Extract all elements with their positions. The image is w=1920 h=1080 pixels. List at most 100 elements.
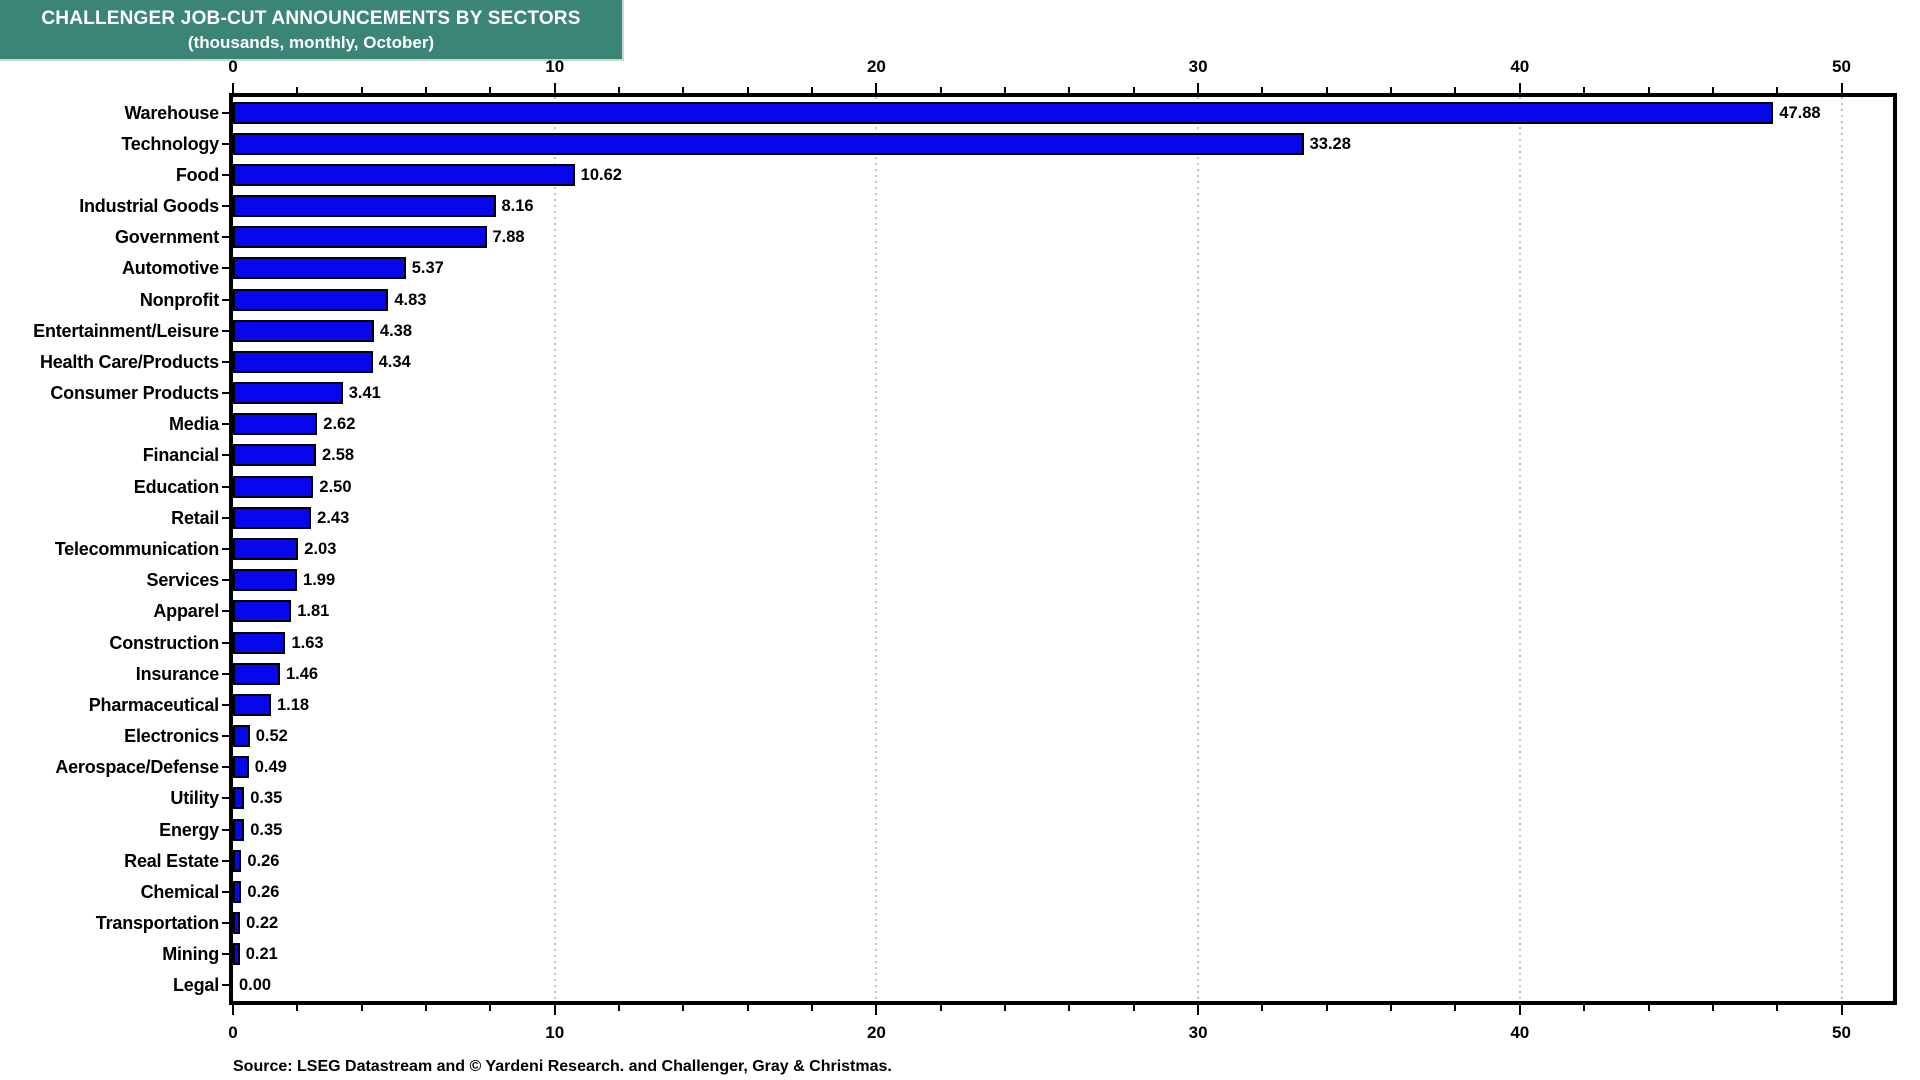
bottom-axis-tick-10 xyxy=(553,1005,556,1015)
category-label-telecommunication: Telecommunication xyxy=(54,539,219,559)
y-axis-tick-technology xyxy=(222,142,229,145)
category-label-aerospace-defense: Aerospace/Defense xyxy=(55,757,219,778)
y-axis-tick-aerospace-defense xyxy=(222,766,229,769)
bottom-axis-tick-42 xyxy=(1583,1005,1586,1011)
value-label-technology: 33.28 xyxy=(1309,134,1351,153)
top-axis-tick-14 xyxy=(682,87,685,93)
y-axis-tick-insurance xyxy=(222,672,229,675)
top-axis-label-20: 20 xyxy=(866,57,886,76)
y-axis-tick-industrial-goods xyxy=(222,205,229,208)
bottom-axis-tick-4 xyxy=(360,1005,363,1011)
top-axis-tick-0 xyxy=(232,83,234,93)
category-label-real-estate: Real Estate xyxy=(124,850,219,871)
category-label-chemical: Chemical xyxy=(140,881,220,902)
bar-utility xyxy=(233,787,245,810)
top-axis-tick-20 xyxy=(875,83,878,93)
y-axis-tick-nonprofit xyxy=(222,298,229,301)
category-label-services: Services xyxy=(146,570,220,591)
y-axis-tick-construction xyxy=(222,641,229,644)
top-axis-tick-10 xyxy=(553,83,556,93)
bar-health-care-products xyxy=(233,350,373,373)
category-label-mining: Mining xyxy=(162,944,219,965)
bar-real-estate xyxy=(233,849,242,872)
bar-technology xyxy=(233,132,1304,155)
category-label-financial: Financial xyxy=(142,445,219,466)
value-label-education: 2.50 xyxy=(319,477,352,496)
top-axis-tick-48 xyxy=(1776,87,1779,93)
bottom-axis-label-20: 20 xyxy=(866,1023,886,1042)
y-axis-tick-entertainment-leisure xyxy=(222,329,229,332)
top-axis-tick-30 xyxy=(1197,83,1200,93)
category-label-automotive: Automotive xyxy=(121,258,219,279)
bar-industrial-goods xyxy=(233,195,496,218)
bar-education xyxy=(233,475,314,498)
category-label-industrial-goods: Industrial Goods xyxy=(79,196,219,217)
category-label-retail: Retail xyxy=(171,507,219,528)
value-label-legal: 0.00 xyxy=(239,976,272,995)
y-axis-tick-health-care-products xyxy=(222,360,229,363)
y-axis-tick-energy xyxy=(222,828,229,831)
y-axis-tick-media xyxy=(222,423,229,426)
bar-entertainment-leisure xyxy=(233,319,374,342)
value-label-apparel: 1.81 xyxy=(297,602,330,621)
bar-electronics xyxy=(233,725,250,748)
bar-warehouse xyxy=(233,101,1774,124)
bar-financial xyxy=(233,444,316,467)
value-label-financial: 2.58 xyxy=(322,446,355,465)
bottom-axis-label-40: 40 xyxy=(1510,1023,1530,1042)
value-label-media: 2.62 xyxy=(323,415,356,434)
y-axis-tick-government xyxy=(222,236,229,239)
top-axis-tick-22 xyxy=(939,87,942,93)
gridline-10 xyxy=(553,97,556,1001)
value-label-food: 10.62 xyxy=(580,165,622,184)
bottom-axis-tick-8 xyxy=(489,1005,492,1011)
y-axis-tick-education xyxy=(222,485,229,488)
bottom-axis-tick-16 xyxy=(746,1005,749,1011)
category-label-legal: Legal xyxy=(172,975,219,996)
top-axis-tick-16 xyxy=(746,87,749,93)
category-label-health-care-products: Health Care/Products xyxy=(39,351,219,372)
top-axis-tick-2 xyxy=(296,87,299,93)
bar-government xyxy=(233,226,487,249)
bottom-axis-label-50: 50 xyxy=(1832,1023,1851,1042)
bottom-axis-tick-32 xyxy=(1261,1005,1264,1011)
bottom-axis-tick-6 xyxy=(425,1005,428,1011)
bottom-axis-tick-20 xyxy=(875,1005,878,1015)
gridline-50 xyxy=(1840,97,1843,1001)
top-axis-tick-36 xyxy=(1390,87,1393,93)
category-label-pharmaceutical: Pharmaceutical xyxy=(88,694,219,715)
source-note: Source: LSEG Datastream and © Yardeni Re… xyxy=(233,1058,892,1075)
top-axis-label-40: 40 xyxy=(1510,57,1530,76)
bottom-axis-label-10: 10 xyxy=(545,1023,565,1042)
bottom-axis-tick-14 xyxy=(682,1005,685,1011)
category-label-insurance: Insurance xyxy=(135,663,219,684)
chart-subtitle: (thousands, monthly, October) xyxy=(187,32,435,52)
value-label-retail: 2.43 xyxy=(317,508,350,527)
bottom-axis-tick-12 xyxy=(618,1005,621,1011)
bottom-axis-tick-2 xyxy=(296,1005,299,1011)
category-label-electronics: Electronics xyxy=(124,726,219,747)
top-axis-tick-18 xyxy=(811,87,814,93)
y-axis-tick-mining xyxy=(222,953,229,956)
bar-consumer-products xyxy=(233,382,343,405)
y-axis-tick-utility xyxy=(222,797,229,800)
value-label-automotive: 5.37 xyxy=(411,259,444,278)
category-label-consumer-products: Consumer Products xyxy=(50,383,219,404)
value-label-pharmaceutical: 1.18 xyxy=(276,695,310,714)
plot-area: 0 0 10 10 20 20 30 30 40 40 50 50 47.88 Warehouse 33.2… xyxy=(33,57,1897,1042)
top-axis-label-50: 50 xyxy=(1832,57,1851,76)
value-label-nonprofit: 4.83 xyxy=(394,290,427,309)
top-axis-tick-4 xyxy=(360,87,363,93)
y-axis-tick-transportation xyxy=(222,922,229,925)
category-label-utility: Utility xyxy=(170,788,219,809)
y-axis-tick-real-estate xyxy=(222,859,229,862)
value-label-services: 1.99 xyxy=(303,571,336,590)
value-label-telecommunication: 2.03 xyxy=(304,540,337,558)
value-label-consumer-products: 3.41 xyxy=(348,384,381,403)
category-label-apparel: Apparel xyxy=(153,601,219,622)
value-label-industrial-goods: 8.16 xyxy=(501,197,534,216)
category-label-education: Education xyxy=(133,476,219,497)
category-label-media: Media xyxy=(168,414,219,435)
bottom-axis-tick-50 xyxy=(1840,1005,1843,1015)
y-axis-tick-chemical xyxy=(222,890,229,893)
